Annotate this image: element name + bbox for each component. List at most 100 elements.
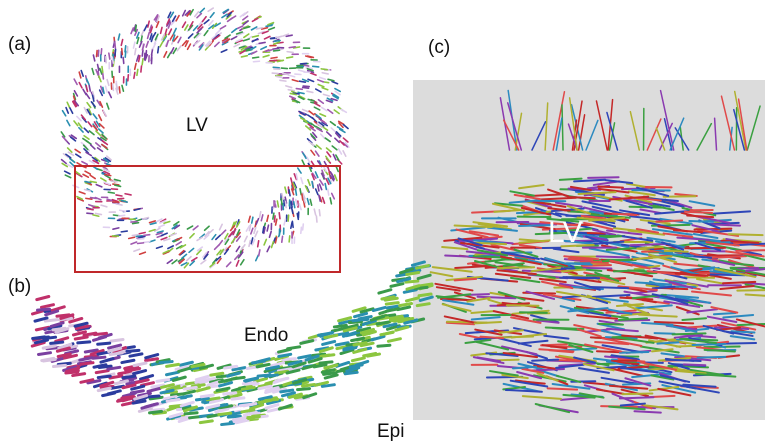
fiber-streak bbox=[562, 105, 563, 150]
fiber-glyph bbox=[114, 179, 120, 180]
fiber-glyph bbox=[38, 353, 50, 355]
fiber-glyph bbox=[101, 359, 113, 363]
fiber-glyph bbox=[386, 303, 398, 305]
fiber-glyph bbox=[201, 395, 213, 397]
fiber-glyph bbox=[134, 363, 146, 366]
fiber-glyph bbox=[101, 205, 107, 207]
fiber-glyph bbox=[131, 391, 143, 393]
fiber-streak bbox=[498, 267, 534, 268]
fiber-glyph bbox=[332, 328, 344, 331]
fiber-glyph bbox=[240, 404, 252, 405]
fiber-glyph bbox=[241, 56, 247, 57]
fiber-glyph bbox=[298, 168, 301, 173]
fiber-glyph bbox=[300, 63, 306, 64]
fiber-glyph bbox=[335, 138, 339, 142]
fiber-glyph bbox=[93, 55, 94, 61]
fiber-glyph bbox=[321, 134, 325, 138]
fiber-glyph bbox=[100, 68, 102, 74]
fiber-glyph bbox=[89, 205, 95, 207]
fiber-glyph bbox=[325, 184, 326, 190]
fiber-glyph bbox=[83, 89, 86, 94]
fiber-glyph bbox=[241, 260, 244, 265]
fiber-streak bbox=[475, 322, 501, 323]
fiber-glyph bbox=[133, 42, 134, 48]
fiber-glyph bbox=[372, 336, 384, 339]
fiber-glyph bbox=[297, 213, 298, 219]
fiber-glyph bbox=[222, 423, 234, 424]
fiber-streak bbox=[693, 344, 726, 345]
fiber-glyph bbox=[93, 357, 105, 358]
fiber-glyph bbox=[134, 249, 140, 251]
fiber-glyph bbox=[116, 195, 122, 196]
fiber-glyph bbox=[120, 210, 126, 211]
fiber-glyph bbox=[96, 213, 102, 214]
fiber-glyph bbox=[171, 234, 177, 236]
fiber-glyph bbox=[318, 80, 324, 82]
fiber-glyph bbox=[219, 413, 231, 414]
fiber-glyph bbox=[138, 243, 144, 244]
fiber-glyph bbox=[182, 254, 187, 258]
fiber-glyph bbox=[269, 232, 271, 238]
fiber-glyph bbox=[267, 225, 268, 231]
fiber-glyph bbox=[267, 246, 270, 251]
fiber-glyph bbox=[108, 367, 120, 369]
fiber-glyph bbox=[225, 366, 237, 368]
fiber-glyph bbox=[103, 393, 115, 396]
fiber-glyph bbox=[205, 226, 209, 230]
fiber-glyph bbox=[271, 57, 277, 58]
fiber-glyph bbox=[263, 227, 264, 233]
fiber-glyph bbox=[296, 174, 297, 180]
fiber-glyph bbox=[419, 294, 431, 296]
fiber-glyph bbox=[184, 387, 196, 389]
fiber-streak bbox=[711, 224, 740, 225]
fiber-glyph bbox=[253, 36, 259, 37]
fiber-glyph bbox=[139, 236, 145, 237]
fiber-glyph bbox=[164, 239, 170, 241]
fiber-glyph bbox=[77, 116, 81, 120]
fiber-glyph bbox=[276, 36, 282, 37]
fiber-glyph bbox=[323, 198, 325, 204]
fiber-glyph bbox=[291, 178, 292, 184]
fiber-glyph bbox=[161, 27, 162, 33]
fiber-glyph bbox=[286, 86, 292, 88]
fiber-glyph bbox=[91, 198, 97, 199]
fiber-streak bbox=[736, 250, 765, 251]
fiber-glyph bbox=[139, 232, 145, 233]
fiber-glyph bbox=[93, 114, 97, 119]
fiber-glyph bbox=[73, 374, 85, 376]
fiber-glyph bbox=[167, 364, 179, 366]
fiber-glyph bbox=[70, 108, 73, 113]
fiber-glyph bbox=[148, 33, 150, 39]
fiber-glyph bbox=[211, 373, 223, 375]
fiber-glyph bbox=[144, 242, 150, 243]
fiber-glyph bbox=[313, 66, 319, 67]
fiber-glyph bbox=[99, 115, 102, 120]
fiber-glyph bbox=[193, 226, 198, 230]
fiber-glyph bbox=[209, 21, 213, 26]
fiber-glyph bbox=[314, 107, 319, 110]
fiber-glyph bbox=[263, 55, 269, 57]
fiber-streak bbox=[685, 248, 725, 249]
fiber-glyph bbox=[91, 145, 95, 149]
fiber-glyph bbox=[243, 383, 255, 384]
fiber-glyph bbox=[315, 172, 317, 177]
fiber-glyph bbox=[258, 375, 270, 376]
fiber-glyph bbox=[115, 185, 121, 186]
fiber-glyph bbox=[113, 84, 114, 90]
fiber-glyph bbox=[216, 235, 220, 239]
fiber-glyph bbox=[141, 30, 143, 35]
fiber-streak bbox=[548, 388, 577, 389]
fiber-glyph bbox=[330, 198, 331, 204]
fiber-glyph bbox=[249, 241, 250, 247]
fiber-glyph bbox=[150, 223, 156, 225]
fiber-glyph bbox=[320, 362, 332, 363]
fiber-glyph bbox=[303, 224, 304, 230]
fiber-glyph bbox=[310, 199, 311, 205]
fiber-glyph bbox=[98, 64, 99, 70]
fiber-glyph bbox=[103, 141, 108, 145]
fiber-glyph bbox=[320, 184, 322, 190]
fiber-glyph bbox=[377, 322, 389, 324]
fiber-glyph bbox=[327, 152, 331, 157]
fiber-glyph bbox=[269, 28, 275, 30]
fiber-streak bbox=[737, 290, 765, 291]
